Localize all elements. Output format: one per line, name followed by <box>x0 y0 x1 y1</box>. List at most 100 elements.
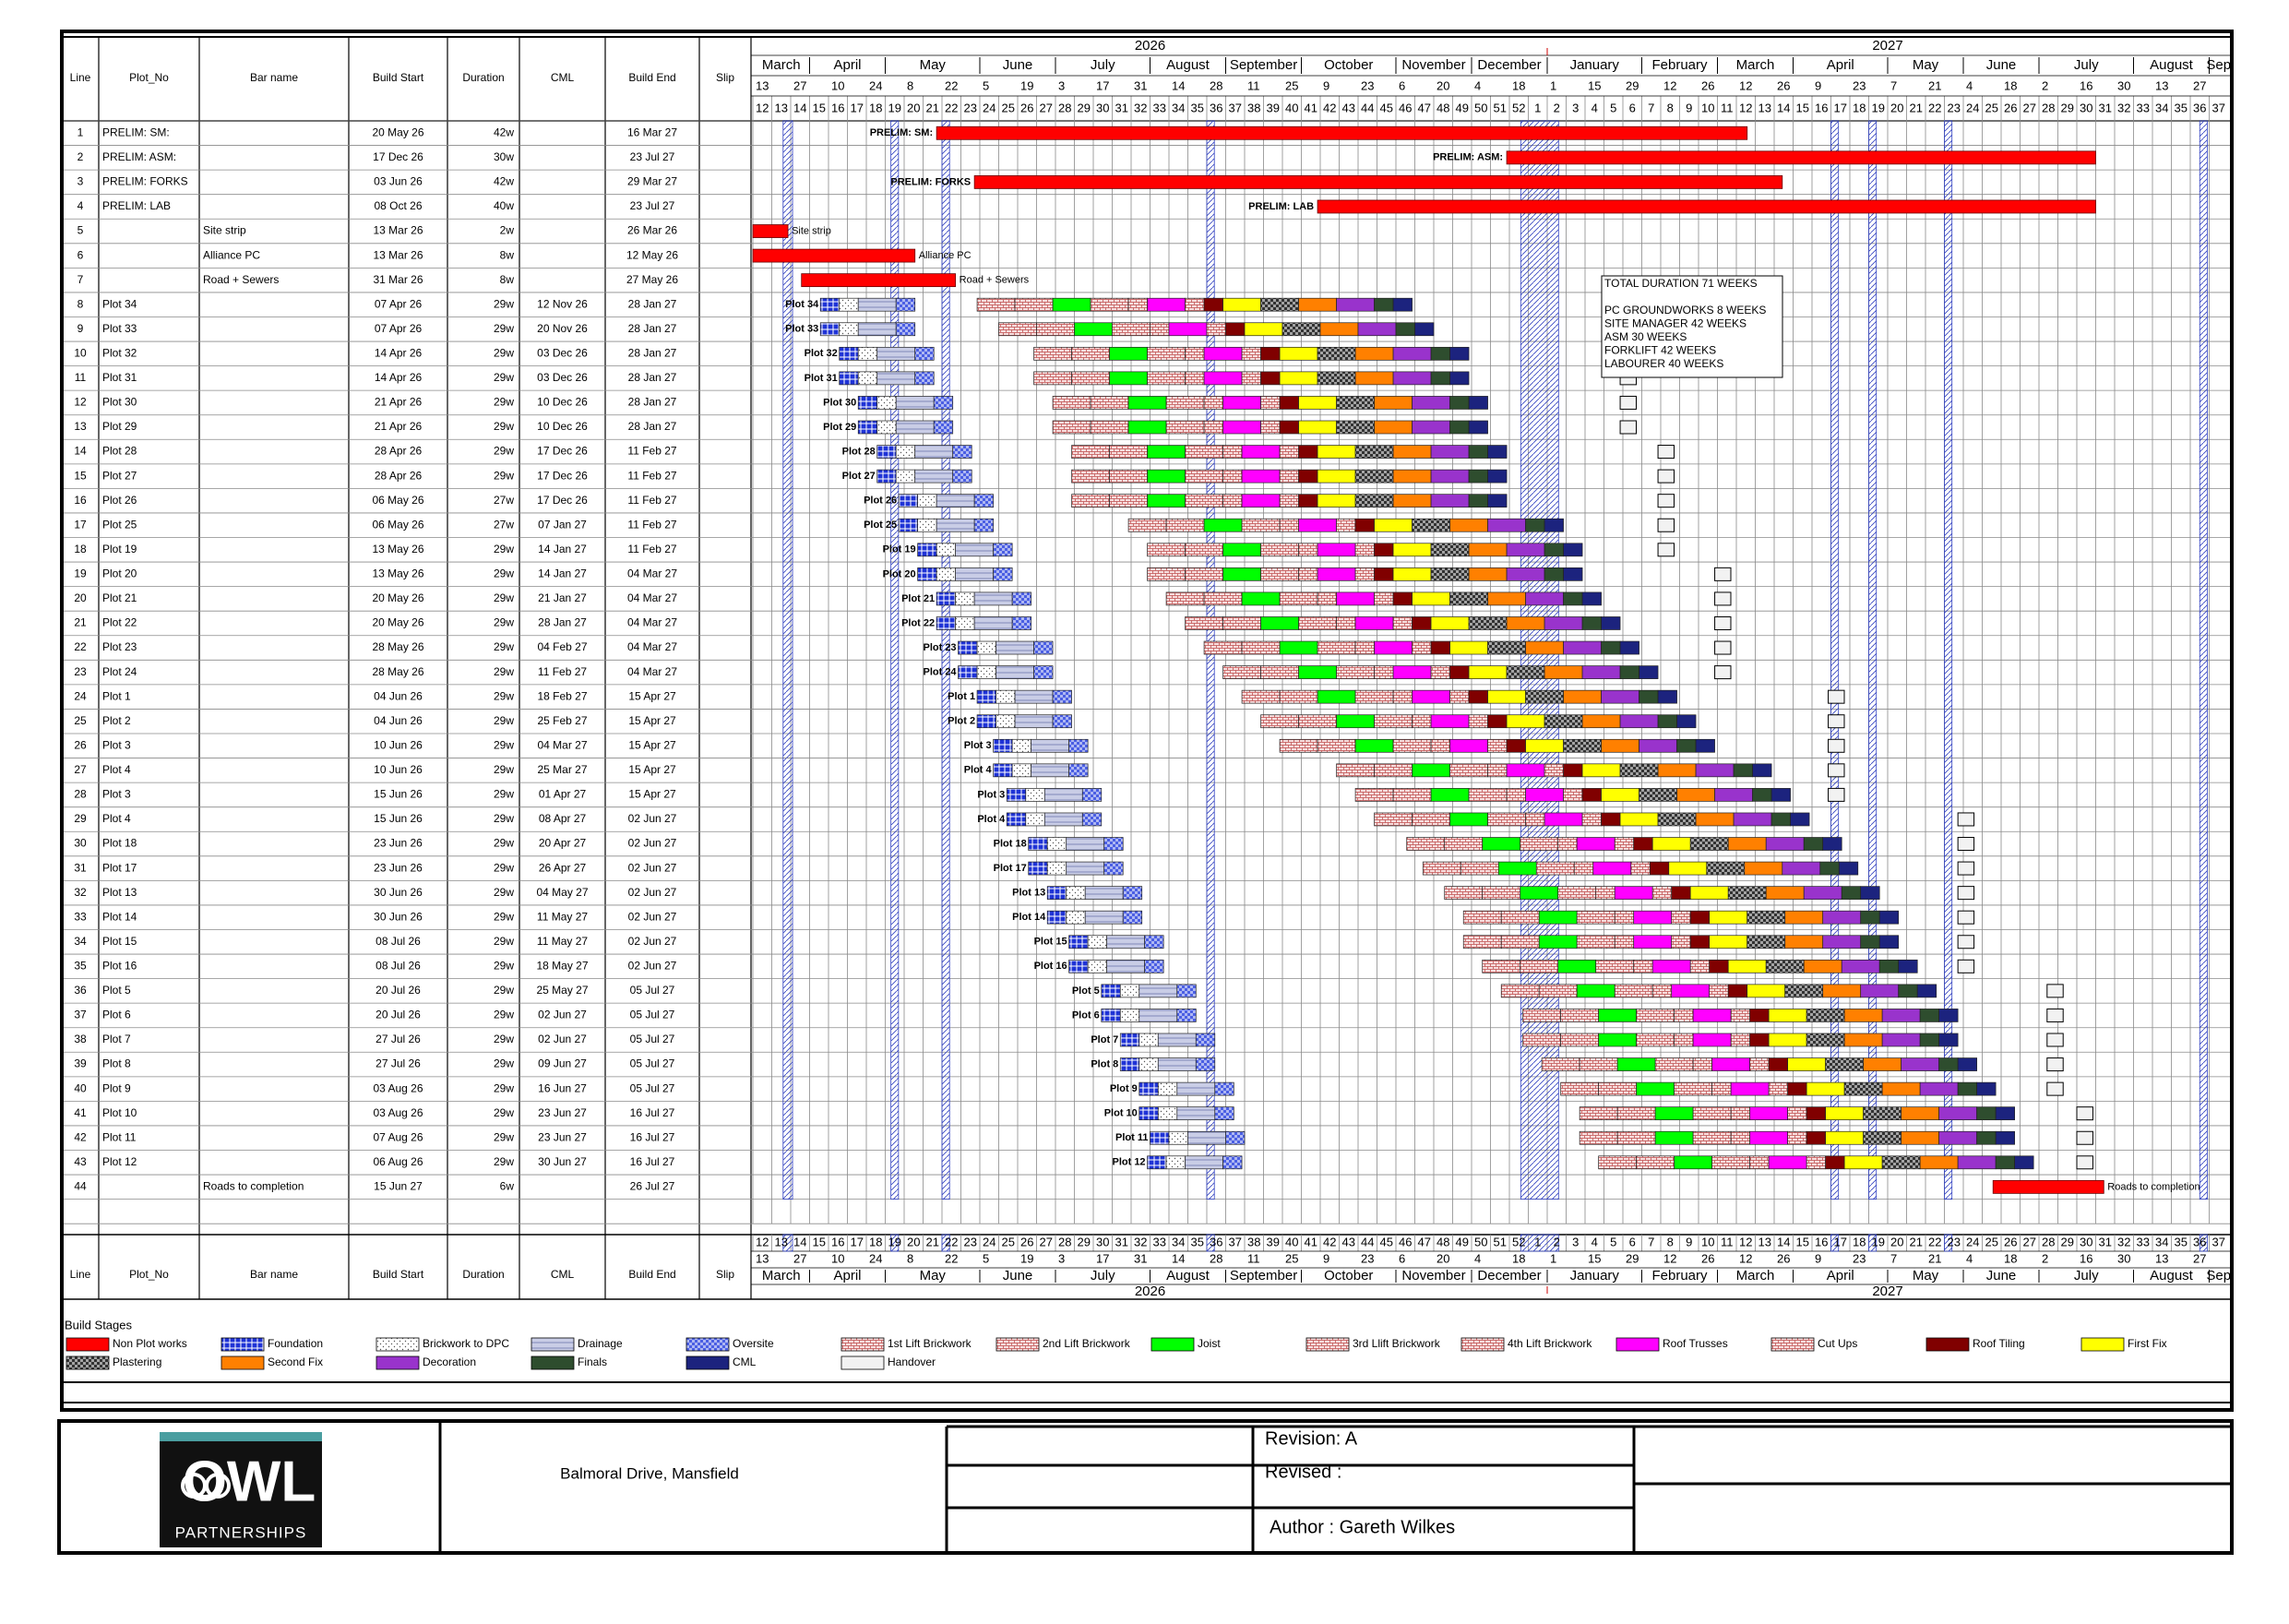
build-segment <box>1336 518 1356 532</box>
week-number: 37 <box>1229 1235 1242 1248</box>
groundwork-segment <box>1139 1106 1159 1121</box>
build-segment <box>976 297 1016 312</box>
cell: 6w <box>500 1180 515 1193</box>
cell: Plot 1 <box>102 689 131 702</box>
note: PC GROUNDWORKS 8 WEEKS <box>1604 304 1766 316</box>
build-segment <box>1709 984 1729 998</box>
month-label: March <box>1736 1268 1775 1284</box>
week-number: 38 <box>1247 1235 1260 1248</box>
week-number: 28 <box>2042 1235 2055 1248</box>
column-header: Build Start <box>373 1268 424 1281</box>
build-segment <box>1206 322 1226 337</box>
cell: 28 Jan 27 <box>538 616 587 629</box>
build-segment <box>1765 959 1805 973</box>
week-date: 4 <box>1966 1251 1973 1265</box>
cell: 06 May 26 <box>372 494 423 507</box>
month-label: July <box>1091 57 1115 73</box>
build-segment <box>1279 420 1299 435</box>
week-number: 31 <box>1115 101 1128 114</box>
build-segment <box>1412 763 1450 778</box>
week-number: 48 <box>1437 1235 1449 1248</box>
build-segment <box>1506 543 1545 557</box>
legend-label: Cut Ups <box>1818 1337 1857 1350</box>
build-segment <box>1392 689 1413 704</box>
week-number: 24 <box>1966 101 1979 114</box>
week-number: 12 <box>756 101 769 114</box>
column-header: Slip <box>716 1268 734 1281</box>
groundwork-segment <box>1139 984 1178 998</box>
column-header: Duration <box>462 1268 504 1281</box>
build-segment <box>1336 616 1356 630</box>
week-number: 45 <box>1380 101 1393 114</box>
groundwork-segment <box>876 371 916 386</box>
legend-swatch <box>1770 1337 1815 1352</box>
legend-swatch <box>840 1355 885 1370</box>
build-segment <box>1654 1057 1694 1071</box>
week-date: 3 <box>1058 1251 1065 1265</box>
build-segment <box>1614 984 1653 998</box>
groundwork-segment <box>895 420 935 435</box>
build-segment <box>1674 1009 1694 1022</box>
build-segment <box>1692 1106 1732 1121</box>
groundwork-segment <box>1157 1081 1178 1096</box>
cell: 8w <box>500 248 515 261</box>
week-number: 14 <box>793 101 806 114</box>
build-segment <box>1317 543 1356 557</box>
cell: 21 Apr 26 <box>375 396 423 409</box>
week-number: 23 <box>1948 101 1961 114</box>
note: TOTAL DURATION 71 WEEKS <box>1604 277 1758 290</box>
groundwork-segment <box>898 494 918 508</box>
cell: 27w <box>494 518 514 531</box>
year-label: 2026 <box>1135 38 1165 54</box>
legend-label: 4th Lift Brickwork <box>1508 1337 1592 1350</box>
cell: Plot 5 <box>102 984 131 997</box>
cell: 10 <box>74 346 87 359</box>
week-number: 27 <box>2023 101 2036 114</box>
cell: 23 Jun 27 <box>538 1106 587 1119</box>
week-date: 3 <box>1058 78 1065 92</box>
build-segment <box>1222 445 1243 459</box>
logo-bar <box>160 1432 322 1441</box>
build-segment <box>1430 738 1450 753</box>
build-segment <box>1544 543 1564 557</box>
build-segment <box>1185 346 1205 361</box>
week-number: 15 <box>1796 1235 1809 1248</box>
bar-label: Plot 9 <box>1110 1083 1138 1094</box>
build-segment <box>1392 591 1413 606</box>
week-date: 21 <box>1928 1251 1941 1265</box>
build-segment <box>1406 837 1446 851</box>
groundwork-segment <box>1043 788 1083 802</box>
build-segment <box>1354 469 1394 484</box>
week-number: 27 <box>2023 1235 2036 1248</box>
build-segment <box>1619 640 1639 655</box>
build-segment <box>1449 689 1470 704</box>
handover-box <box>1619 395 1637 410</box>
build-segment <box>1147 567 1186 581</box>
groundwork-segment <box>1025 788 1045 802</box>
cell: 25 Mar 27 <box>537 763 587 776</box>
legend-label: Drainage <box>578 1337 623 1350</box>
build-segment <box>1185 616 1223 630</box>
build-segment <box>1412 420 1450 435</box>
legend-swatch <box>66 1337 110 1352</box>
year-label: 2026 <box>1135 1284 1165 1299</box>
bar-label: PRELIM: LAB <box>1248 201 1314 212</box>
week-date: 9 <box>1323 78 1329 92</box>
build-segment <box>1506 714 1545 729</box>
build-segment <box>1768 1155 1807 1170</box>
bar-label: Plot 19 <box>883 544 916 555</box>
cell: 16 Jul 27 <box>630 1106 675 1119</box>
month-label: April <box>833 1268 861 1284</box>
groundwork-segment <box>1119 1057 1140 1071</box>
build-segment <box>1090 297 1129 312</box>
build-segment <box>1109 494 1148 508</box>
week-number: 20 <box>907 1235 920 1248</box>
bar-label: Plot 34 <box>785 299 819 310</box>
groundwork-segment <box>976 640 996 655</box>
cell: 27 <box>74 763 87 776</box>
build-segment <box>1563 763 1583 778</box>
build-segment <box>1449 665 1470 679</box>
build-segment <box>1730 1130 1750 1145</box>
week-number: 25 <box>1985 1235 1998 1248</box>
build-segment <box>1563 543 1583 557</box>
